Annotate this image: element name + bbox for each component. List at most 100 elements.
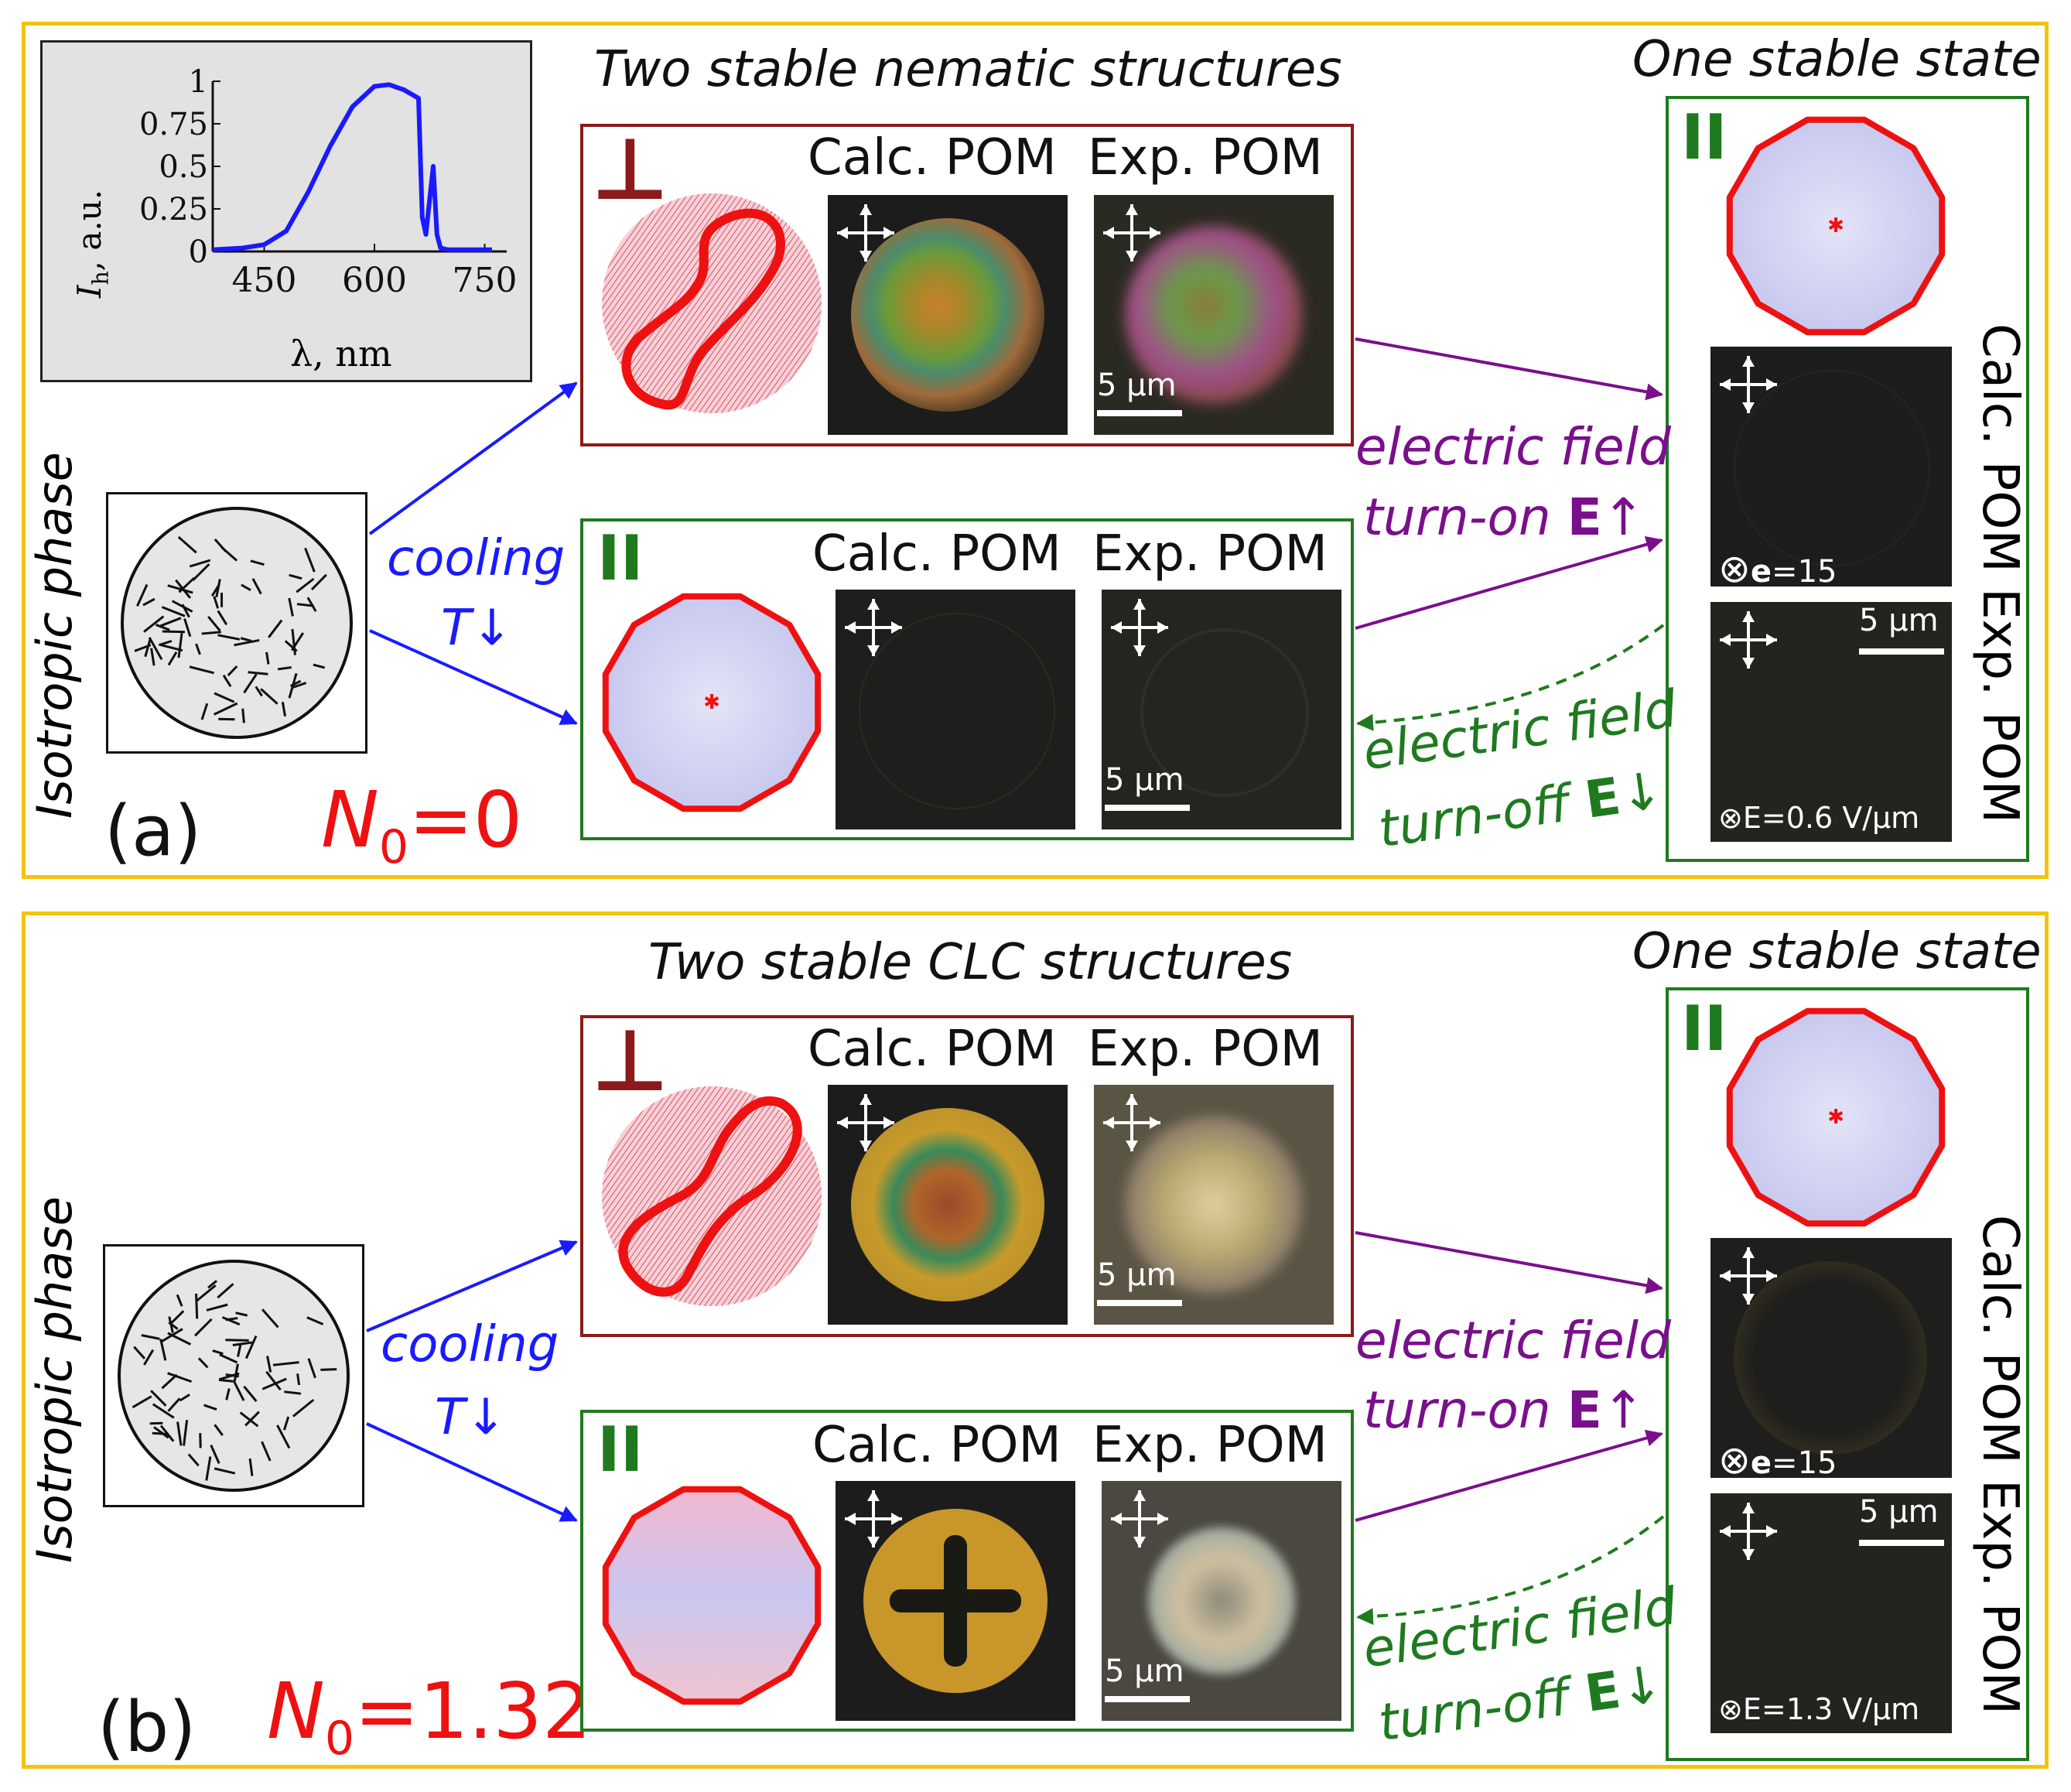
inset-spectrum-chart: 0 0.25 0.5 0.75 1 450 600 750 Ih, a.u. λ, nm: [40, 40, 532, 382]
parallel-symbol-a: II: [597, 522, 644, 594]
isotropic-droplet-a: [121, 507, 353, 739]
right-side-label-b: Calc. POM Exp. POM: [1971, 1215, 2028, 1715]
polarizer-cross-icon: [1111, 599, 1168, 656]
polarizer-cross-icon: [1720, 1247, 1777, 1305]
svg-text:✱: ✱: [703, 691, 720, 714]
exp-pom-label-b1: Exp. POM: [1088, 1021, 1323, 1078]
spectrum-series-line: [212, 82, 492, 252]
exp-pom-image-a2: 5 µm: [1102, 590, 1341, 829]
perp-structure-box-a: ⊥ Calc. POM Exp. POM 5 µm: [580, 124, 1354, 446]
title-right-b: One stable state: [1632, 923, 2042, 980]
right-scale-text-b: 5 µm: [1859, 1494, 1939, 1530]
scale-text-a1: 5 µm: [1097, 368, 1177, 403]
parallel-structure-box-b: II Calc. POM Exp. POM 5 µm: [580, 1410, 1354, 1732]
panel-b: [22, 911, 2049, 1769]
inset-ytick-label: 1: [189, 64, 208, 100]
t-down-label-b: T↓: [435, 1389, 507, 1446]
inset-ytick-label: 0: [189, 234, 208, 270]
exp-pom-image-b1: 5 µm: [1094, 1085, 1334, 1325]
polarizer-cross-icon: [845, 599, 902, 656]
exp-pom-label-a2: Exp. POM: [1092, 525, 1328, 583]
polarizer-cross-icon: [1103, 1094, 1160, 1151]
right-calc-pom-image-b: ⊗e=15: [1710, 1238, 1952, 1478]
inset-ytick-label: 0.5: [159, 149, 208, 185]
perp-symbol-b: ⊥: [591, 1011, 669, 1110]
perp-director-field-a: [602, 193, 822, 413]
scale-bar-a1: [1097, 410, 1182, 416]
ef-on-label-b-2: turn-on E↑: [1363, 1380, 1646, 1440]
isotropic-label-a: Isotropic phase: [26, 452, 83, 819]
calc-pom-image-a2: [836, 590, 1075, 829]
inset-xlabel: λ, nm: [290, 333, 392, 374]
exp-pom-image-b2: 5 µm: [1102, 1481, 1341, 1721]
right-calc-pom-image-a: ⊗e=15: [1710, 347, 1952, 587]
inset-xtick-label: 600: [342, 261, 407, 300]
stable-state-box-a: II ✱ ⊗e=15 5 µm ⊗E=0.6 V/µm Calc. POM Ex…: [1666, 96, 2029, 862]
title-middle-b: Two stable CLC structures: [648, 934, 1293, 991]
right-exp-pom-image-a: 5 µm ⊗E=0.6 V/µm: [1710, 602, 1952, 842]
scale-text-b1: 5 µm: [1097, 1257, 1177, 1293]
scale-text-a2: 5 µm: [1105, 762, 1184, 798]
inset-ylabel: Ih, a.u.: [70, 189, 114, 298]
spectrum-plot: 0 0.25 0.5 0.75 1 450 600 750: [139, 64, 518, 300]
right-side-label-a: Calc. POM Exp. POM: [1971, 323, 2028, 823]
title-middle-a: Two stable nematic structures: [594, 41, 1342, 98]
polarizer-cross-icon: [1720, 1503, 1777, 1560]
ef-on-label-a-2: turn-on E↑: [1363, 487, 1646, 547]
inset-xtick-label: 450: [232, 261, 297, 300]
right-director-field-b: ✱: [1726, 1007, 1946, 1227]
ef-on-label-a-1: electric field: [1355, 417, 1671, 477]
parallel-director-field-a: ✱: [602, 593, 822, 812]
scale-bar-a2: [1105, 805, 1190, 811]
isotropic-label-b: Isotropic phase: [26, 1196, 83, 1563]
polarizer-cross-icon: [845, 1490, 902, 1547]
parallel-director-field-b: [602, 1486, 822, 1705]
perp-symbol-a: ⊥: [591, 120, 669, 219]
polarizer-cross-icon: [837, 1094, 894, 1151]
svg-text:✱: ✱: [1827, 214, 1844, 238]
calc-pom-image-a1: [828, 195, 1068, 435]
right-scale-text-a: 5 µm: [1859, 603, 1939, 638]
calc-pom-image-b2: [836, 1481, 1075, 1721]
exp-pom-label-a1: Exp. POM: [1088, 129, 1323, 186]
polarizer-cross-icon: [1111, 1490, 1168, 1547]
cooling-label-b: cooling: [381, 1316, 559, 1373]
svg-text:✱: ✱: [1827, 1106, 1844, 1129]
calc-pom-label-a1: Calc. POM: [808, 129, 1057, 186]
polarizer-cross-icon: [1720, 356, 1777, 413]
right-calc-field-a: ⊗e=15: [1718, 546, 1837, 587]
calc-pom-label-b2: Calc. POM: [812, 1417, 1061, 1474]
cooling-label-a: cooling: [387, 530, 566, 587]
exp-pom-label-b2: Exp. POM: [1092, 1417, 1328, 1474]
perp-director-field-b: [602, 1086, 822, 1306]
isotropic-droplet-b: [118, 1260, 350, 1492]
calc-pom-image-b1: [828, 1085, 1068, 1325]
scale-bar-b1: [1097, 1300, 1182, 1306]
scale-bar-b2: [1105, 1696, 1190, 1702]
perp-structure-box-b: ⊥ Calc. POM Exp. POM 5 µm: [580, 1015, 1354, 1337]
isotropic-box-a: [106, 492, 367, 754]
n0-label-a: N0=0: [321, 775, 523, 874]
right-scale-bar-a: [1859, 648, 1944, 655]
calc-pom-label-b1: Calc. POM: [808, 1021, 1057, 1078]
right-exp-field-a: ⊗E=0.6 V/µm: [1718, 801, 1920, 835]
inset-ytick-label: 0.75: [139, 107, 208, 142]
right-parallel-symbol-a: II: [1681, 101, 1728, 173]
parallel-structure-box-a: II ✱ Calc. POM Exp. POM 5 µm: [580, 518, 1354, 840]
right-director-field-a: ✱: [1726, 116, 1946, 336]
right-exp-field-b: ⊗E=1.3 V/µm: [1718, 1692, 1920, 1726]
right-exp-pom-image-b: 5 µm ⊗E=1.3 V/µm: [1710, 1493, 1952, 1733]
polarizer-cross-icon: [837, 204, 894, 262]
panel-a: [22, 22, 2049, 879]
polarizer-cross-icon: [1103, 204, 1160, 262]
exp-pom-image-a1: 5 µm: [1094, 195, 1334, 435]
polarizer-cross-icon: [1720, 611, 1777, 669]
ef-on-label-b-1: electric field: [1355, 1311, 1671, 1370]
right-parallel-symbol-b: II: [1681, 993, 1728, 1065]
inset-ytick-label: 0.25: [139, 192, 208, 227]
parallel-symbol-b: II: [597, 1414, 644, 1486]
inset-xtick-label: 750: [453, 261, 518, 300]
scale-text-b2: 5 µm: [1105, 1653, 1184, 1689]
panel-letter-b: (b): [97, 1687, 197, 1768]
n0-label-b: N0=1.32: [267, 1666, 592, 1766]
